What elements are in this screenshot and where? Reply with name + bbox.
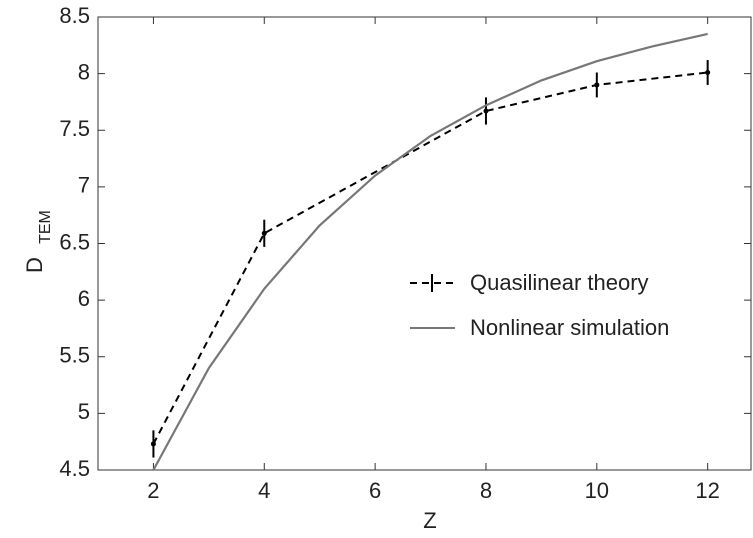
x-tick-label: 2 <box>147 478 159 503</box>
y-axis-label: D <box>22 257 47 273</box>
data-point <box>483 108 489 114</box>
y-tick-label: 6 <box>78 286 90 311</box>
x-tick-label: 8 <box>480 478 492 503</box>
y-tick-label: 5 <box>78 399 90 424</box>
y-tick-label: 8 <box>78 59 90 84</box>
x-tick-label: 12 <box>695 478 719 503</box>
x-tick-label: 6 <box>369 478 381 503</box>
data-point <box>150 441 156 447</box>
legend-label: Quasilinear theory <box>470 270 649 295</box>
x-axis-label: Z <box>423 508 436 533</box>
data-point <box>261 230 267 236</box>
series-line <box>152 32 708 471</box>
plot-frame <box>97 16 752 471</box>
data-point <box>705 69 711 75</box>
series-line <box>152 71 708 445</box>
y-tick-label: 4.5 <box>59 456 90 481</box>
y-tick-label: 6.5 <box>59 229 90 254</box>
y-tick-label: 7 <box>78 173 90 198</box>
y-tick-label: 8.5 <box>59 3 90 28</box>
y-tick-label: 7.5 <box>59 116 90 141</box>
y-axis-label-group: D TEM <box>22 210 54 273</box>
x-tick-label: 4 <box>258 478 270 503</box>
legend-label: Nonlinear simulation <box>470 315 669 340</box>
x-tick-label: 10 <box>585 478 609 503</box>
y-axis-label-subscript: TEM <box>37 210 54 244</box>
data-point <box>594 82 600 88</box>
y-tick-label: 5.5 <box>59 343 90 368</box>
